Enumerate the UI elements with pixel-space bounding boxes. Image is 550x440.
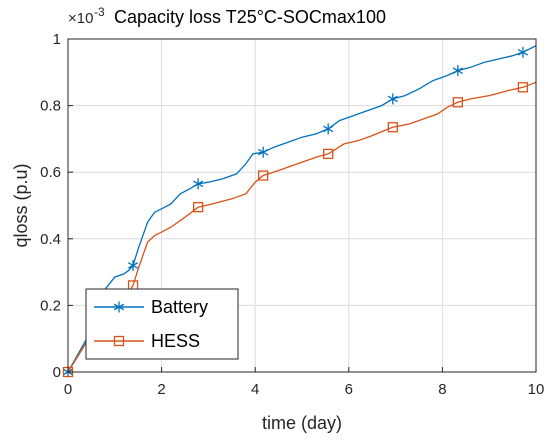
y-tick-label: 0.2 xyxy=(40,297,61,314)
data-point-hess xyxy=(452,97,463,108)
data-point-battery xyxy=(452,65,463,77)
data-point-battery xyxy=(192,178,204,190)
x-tick-label: 2 xyxy=(157,381,165,398)
series-layer xyxy=(62,45,537,378)
y-tick-label: 0.6 xyxy=(40,164,61,181)
data-point-battery xyxy=(323,123,334,135)
ticks: 0 2 4 6 8 10 0 0.2 0.4 0.6 0.8 1 xyxy=(40,31,544,398)
x-axis-label: time (day) xyxy=(262,413,342,433)
data-point-hess xyxy=(258,170,269,181)
y-multiplier-base: ×10 xyxy=(68,10,93,27)
data-point-battery xyxy=(127,259,139,271)
data-point-hess xyxy=(192,202,204,213)
y-tick-label: 1 xyxy=(53,31,61,48)
x-tick-label: 8 xyxy=(438,381,446,398)
legend-marker-battery xyxy=(113,301,125,313)
legend: Battery HESS xyxy=(85,288,239,360)
data-point-battery-stroke xyxy=(323,125,334,133)
axes-box xyxy=(67,38,537,373)
data-point-battery-stroke xyxy=(387,95,398,103)
legend-box xyxy=(85,288,239,360)
data-point-hess xyxy=(517,82,529,93)
legend-marker-hess xyxy=(113,335,125,347)
data-point-battery-stroke xyxy=(127,262,139,269)
legend-label-battery: Battery xyxy=(151,297,208,317)
data-point-hess xyxy=(323,148,334,160)
x-tick-label: 10 xyxy=(528,381,545,398)
data-point-battery xyxy=(258,146,269,158)
legend-marker-shape-battery-stroke xyxy=(113,303,125,311)
x-tick-label: 6 xyxy=(345,381,353,398)
x-tick-label: 0 xyxy=(64,381,72,398)
x-tick-label: 4 xyxy=(251,381,259,398)
chart-title: Capacity loss T25°C-SOCmax100 xyxy=(114,7,386,27)
y-multiplier-exponent: -3 xyxy=(94,5,105,19)
data-point-battery-stroke xyxy=(452,67,463,74)
legend-marker-shape-battery xyxy=(113,301,125,313)
y-tick-label: 0.4 xyxy=(40,231,61,248)
legend-label-hess: HESS xyxy=(151,331,200,351)
data-point-hess xyxy=(387,122,398,133)
series-line-hess xyxy=(67,81,537,373)
data-point-battery-stroke xyxy=(192,180,204,188)
y-tick-label: 0 xyxy=(53,364,61,381)
data-point-battery xyxy=(387,93,398,105)
y-tick-label: 0.8 xyxy=(40,98,61,115)
legend-marker-shape-hess xyxy=(113,335,125,347)
data-point-battery-stroke xyxy=(258,148,269,156)
series-line-battery xyxy=(67,45,537,373)
data-point-battery-stroke xyxy=(517,49,529,56)
y-axis-label: qloss (p.u) xyxy=(11,163,31,247)
data-point-battery xyxy=(517,46,529,58)
